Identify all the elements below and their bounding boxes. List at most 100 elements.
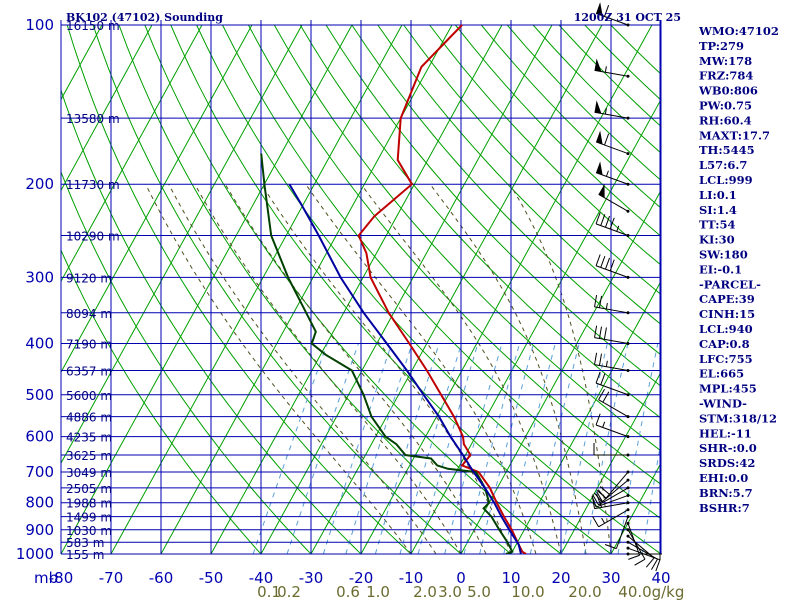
temperature-tick-label: 40 bbox=[651, 569, 670, 587]
wind-barb-staff bbox=[594, 111, 629, 119]
wind-barb-staff bbox=[594, 502, 629, 510]
wind-barb-staff bbox=[594, 364, 629, 372]
wind-barb-flag bbox=[602, 391, 610, 403]
wind-barb-flag bbox=[594, 325, 598, 338]
wind-barb-flag bbox=[604, 215, 611, 228]
wind-barb-station bbox=[626, 546, 630, 550]
wind-barb-staff bbox=[615, 516, 629, 549]
wind-barb-flag bbox=[634, 558, 646, 566]
wind-barb bbox=[594, 100, 630, 120]
wind-barb bbox=[598, 183, 630, 213]
wind-barb-flag bbox=[595, 413, 601, 426]
pressure-temperature-grid bbox=[60, 20, 662, 555]
isotherm-line bbox=[360, 24, 653, 554]
height-label: 1030 m bbox=[66, 524, 112, 538]
dry-adiabat-line bbox=[144, 24, 562, 554]
wind-barb bbox=[593, 443, 630, 457]
index-entry: WMO:47102 bbox=[698, 24, 779, 38]
wind-barb-pennant bbox=[594, 100, 602, 114]
height-label: 16150 m bbox=[66, 19, 120, 33]
wind-barb-flag bbox=[645, 557, 655, 568]
index-entry: EI:-0.1 bbox=[699, 262, 742, 276]
wind-barb-station bbox=[626, 540, 630, 544]
pressure-tick-label: 600 bbox=[25, 428, 54, 446]
wind-barb-station bbox=[626, 275, 630, 279]
wind-barb-flag bbox=[595, 212, 601, 225]
wind-barb-station bbox=[626, 234, 630, 238]
wind-barb-pennant bbox=[598, 183, 605, 198]
wind-barb-flag bbox=[594, 295, 598, 307]
height-label: 3049 m bbox=[66, 466, 112, 480]
wind-barb-flag bbox=[592, 494, 599, 506]
dewpoint-profile-line bbox=[260, 153, 514, 554]
wind-barb bbox=[594, 295, 630, 315]
wind-barb-staff bbox=[594, 69, 629, 77]
index-entry: MW:178 bbox=[699, 54, 752, 68]
index-entry: CAP:0.8 bbox=[699, 337, 750, 351]
wind-barb-flag bbox=[592, 516, 599, 528]
dry-adiabat-line bbox=[584, 24, 660, 100]
chart-title: BK102 (47102) Sounding bbox=[66, 11, 223, 24]
index-entry: SI:1.4 bbox=[699, 203, 737, 217]
pressure-tick-label: 100 bbox=[25, 16, 54, 34]
wind-barb-staff bbox=[598, 509, 629, 528]
wind-barb-flag bbox=[604, 257, 611, 270]
wind-barb-station bbox=[626, 182, 630, 186]
temperature-tick-label: 20 bbox=[551, 569, 570, 587]
wind-barb-station bbox=[626, 435, 630, 439]
wind-barb-half-flag bbox=[605, 360, 608, 367]
wind-barb-flag bbox=[604, 544, 617, 550]
wind-barb-station bbox=[626, 74, 630, 78]
isotherm-line bbox=[560, 372, 660, 554]
wind-barb-flag bbox=[609, 259, 615, 272]
background-lines bbox=[61, 24, 660, 554]
wind-barb bbox=[595, 2, 630, 27]
wind-barb bbox=[595, 254, 630, 279]
wind-barb-pennant bbox=[596, 2, 603, 16]
wind-barb-staff bbox=[594, 306, 629, 314]
wind-barb-station bbox=[626, 521, 630, 525]
height-label: 583 m bbox=[66, 536, 104, 550]
moist-adiabat-line bbox=[305, 183, 537, 554]
wind-barb-staff bbox=[598, 487, 629, 506]
index-entry: LFC:755 bbox=[699, 352, 753, 366]
height-label: 4235 m bbox=[66, 431, 112, 445]
wind-barb-staff bbox=[595, 382, 629, 396]
wind-barb bbox=[626, 534, 655, 568]
index-entry: SHR-:0.0 bbox=[699, 441, 757, 455]
wind-barb-half-flag bbox=[602, 421, 606, 428]
height-label: 6357 m bbox=[66, 365, 112, 379]
wind-barb-flag bbox=[600, 256, 606, 268]
moist-adiabat-line bbox=[261, 183, 512, 554]
wind-barb-flag bbox=[599, 486, 610, 495]
wind-barb-staff bbox=[595, 223, 629, 236]
moist-adiabat-line bbox=[194, 183, 462, 554]
sounding-profiles bbox=[260, 24, 527, 554]
mixing-ratio-label: 40.0 bbox=[618, 583, 651, 600]
isotherm-line bbox=[61, 24, 153, 192]
wind-barb-flag bbox=[598, 353, 603, 366]
wind-barb-station bbox=[626, 534, 630, 538]
wind-barb-pennant bbox=[596, 130, 603, 145]
temperature-tick-label: -50 bbox=[199, 569, 224, 587]
wind-barb bbox=[594, 352, 630, 373]
mixing-ratio-line bbox=[322, 343, 393, 554]
wind-barb bbox=[595, 371, 630, 397]
wind-barb bbox=[595, 130, 630, 156]
wind-barb-flag bbox=[604, 5, 610, 17]
temperature-tick-label: -20 bbox=[349, 569, 374, 587]
wind-barb-staff bbox=[595, 141, 629, 155]
wind-barb-staff bbox=[595, 494, 629, 508]
index-entry: LCL:999 bbox=[699, 173, 753, 187]
wind-barb-staff bbox=[598, 193, 629, 212]
wind-barb-staff bbox=[595, 12, 629, 26]
wind-barb-station bbox=[626, 311, 630, 315]
mixing-ratio-line bbox=[252, 343, 328, 554]
wind-barb-station bbox=[626, 501, 630, 505]
wind-barb-staff bbox=[605, 471, 629, 499]
wind-barb-station bbox=[626, 552, 630, 556]
index-entry: -PARCEL- bbox=[699, 277, 761, 291]
wind-barb-staff bbox=[627, 529, 646, 560]
mixing-ratio-line bbox=[617, 343, 659, 554]
wind-barb-flag bbox=[595, 371, 601, 384]
